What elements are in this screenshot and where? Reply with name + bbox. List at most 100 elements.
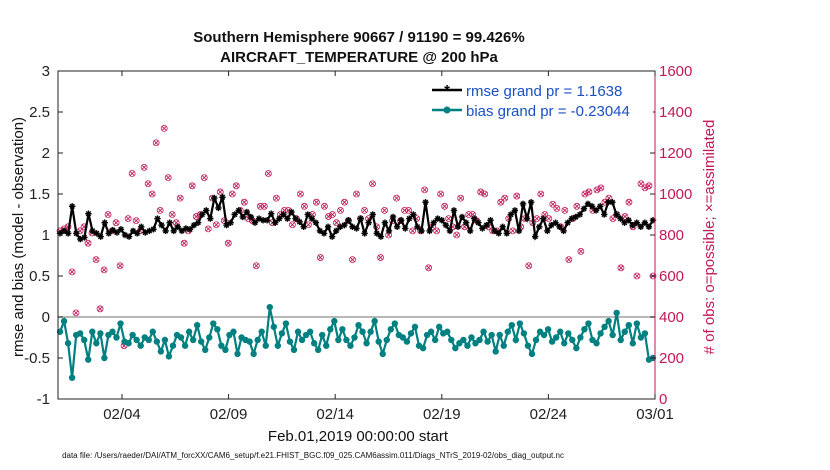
- obs-point: [437, 190, 445, 198]
- bias-point: [371, 317, 378, 325]
- bias-point: [125, 340, 132, 347]
- obs-assimilated-marker: [422, 187, 428, 193]
- rmse-point: [328, 233, 336, 240]
- x-tick-label: 02/04: [103, 406, 141, 423]
- obs-possible-marker: [76, 227, 84, 235]
- rmse-marker-stroke: [195, 219, 201, 226]
- bias-point: [157, 348, 165, 355]
- y-tick-label: 2.5: [29, 104, 50, 121]
- bias-point: [407, 330, 415, 337]
- rmse-point: [588, 203, 596, 210]
- rmse-marker-stroke: [93, 230, 100, 237]
- obs-assimilated-marker: [189, 183, 195, 189]
- y-tick-label: 1.5: [29, 186, 50, 203]
- rmse-marker-stroke: [256, 215, 262, 222]
- rmse-marker-stroke: [130, 228, 136, 234]
- rmse-marker-stroke: [426, 228, 433, 234]
- obs-point: [92, 256, 100, 264]
- obs-possible-marker: [513, 192, 521, 200]
- bias-point: [181, 342, 189, 349]
- bias-point: [609, 331, 616, 339]
- obs-possible-marker: [401, 206, 408, 214]
- right-y-tick-label: 400: [659, 309, 684, 326]
- rmse-marker-stroke: [260, 217, 266, 223]
- rmse-point: [154, 215, 161, 222]
- bias-point: [367, 328, 374, 335]
- obs-possible-marker: [140, 163, 148, 171]
- right-y-tick-label: 0: [659, 391, 667, 408]
- obs-possible-marker: [128, 170, 136, 177]
- obs-possible-marker: [409, 227, 416, 235]
- rmse-marker-stroke: [552, 219, 559, 226]
- rmse-marker-stroke: [166, 219, 173, 226]
- bias-point: [444, 328, 451, 335]
- obs-assimilated-marker: [582, 191, 588, 197]
- obs-assimilated-marker: [470, 211, 476, 218]
- rmse-point: [381, 219, 389, 226]
- obs-point: [180, 239, 188, 247]
- rmse-marker-stroke: [101, 219, 108, 226]
- obs-assimilated-marker: [265, 170, 271, 177]
- rmse-marker-stroke: [276, 215, 283, 222]
- rmse-marker-stroke: [532, 233, 538, 240]
- rmse-point: [85, 210, 92, 217]
- obs-assimilated-marker: [157, 207, 163, 213]
- rmse-marker-stroke: [483, 222, 490, 228]
- obs-assimilated-marker: [125, 216, 131, 222]
- rmse-marker-stroke: [272, 219, 279, 226]
- obs-series: [56, 124, 657, 350]
- rmse-marker-stroke: [629, 222, 636, 228]
- rmse-point: [402, 225, 409, 232]
- obs-point: [84, 239, 92, 247]
- bias-point: [516, 320, 524, 327]
- axes: [57, 70, 656, 400]
- bias-point: [137, 342, 144, 349]
- rmse-point: [564, 219, 571, 226]
- obs-possible-marker: [240, 198, 248, 206]
- rmse-marker-stroke: [617, 215, 624, 222]
- obs-point: [633, 272, 641, 280]
- obs-possible-marker: [100, 266, 108, 274]
- obs-assimilated-marker: [382, 207, 388, 213]
- rmse-marker-stroke: [589, 203, 595, 210]
- obs-point: [593, 186, 601, 194]
- obs-possible-marker: [297, 190, 304, 198]
- rmse-point: [527, 199, 535, 206]
- obs-point: [645, 182, 653, 190]
- rmse-point: [219, 194, 226, 201]
- y-tick-label: -1: [37, 391, 50, 408]
- rmse-point: [186, 226, 194, 233]
- rmse-marker-stroke: [613, 211, 620, 218]
- obs-possible-marker: [501, 194, 509, 202]
- rmse-marker-stroke: [325, 224, 331, 230]
- obs-point: [96, 305, 104, 313]
- bias-point: [101, 354, 108, 362]
- rmse-marker-stroke: [495, 230, 502, 237]
- obs-assimilated-marker: [309, 211, 315, 218]
- rmse-marker-stroke: [597, 203, 603, 210]
- chart-title: Southern Hemisphere 90667 / 91190 = 99.4…: [193, 29, 524, 46]
- bias-series: [56, 303, 657, 381]
- right-y-tick-label: 1400: [659, 104, 692, 121]
- obs-assimilated-marker: [233, 183, 239, 189]
- rmse-marker-stroke: [382, 219, 388, 226]
- rmse-point: [369, 211, 376, 218]
- rmse-marker-stroke: [394, 224, 400, 230]
- obs-assimilated-marker: [514, 193, 520, 199]
- rmse-point: [613, 211, 620, 218]
- rmse-marker-stroke: [154, 215, 161, 222]
- rmse-marker-stroke: [447, 228, 453, 234]
- bias-point: [258, 328, 265, 335]
- bias-point: [448, 336, 455, 344]
- obs-point: [617, 264, 625, 272]
- obs-assimilated-marker: [594, 187, 600, 193]
- obs-possible-marker: [581, 190, 589, 198]
- bias-point: [81, 336, 88, 344]
- obs-assimilated-marker: [538, 191, 544, 197]
- rmse-point: [495, 230, 502, 237]
- bias-point: [496, 331, 503, 339]
- rmse-point: [304, 211, 311, 218]
- obs-possible-marker: [561, 206, 569, 214]
- bias-point: [266, 303, 273, 311]
- rmse-point: [101, 219, 108, 226]
